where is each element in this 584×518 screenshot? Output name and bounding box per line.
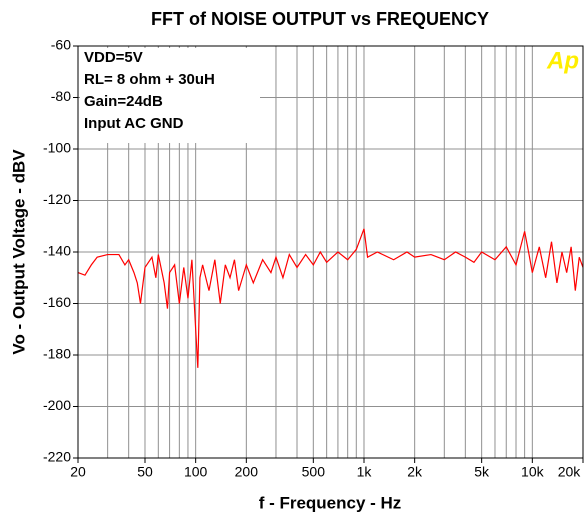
annotation-box xyxy=(80,48,260,143)
y-tick-label: -80 xyxy=(51,88,71,104)
x-tick-label: 10k xyxy=(521,464,545,480)
x-tick-label: 50 xyxy=(137,464,153,480)
y-tick-label: -220 xyxy=(43,449,71,465)
logo: Ap xyxy=(546,47,579,74)
y-tick-label: -180 xyxy=(43,346,71,362)
annotation: Input AC GND xyxy=(84,115,184,132)
y-tick-label: -100 xyxy=(43,140,71,156)
y-axis-title: Vo - Output Voltage - dBV xyxy=(9,149,28,355)
chart-title: FFT of NOISE OUTPUT vs FREQUENCY xyxy=(151,9,489,29)
noise-line xyxy=(77,228,584,368)
x-tick-label: 200 xyxy=(235,464,259,480)
y-tick-label: -120 xyxy=(43,191,71,207)
x-tick-label: 1k xyxy=(357,464,373,480)
y-tick-label: -140 xyxy=(43,243,71,259)
annotation: Gain=24dB xyxy=(84,93,163,110)
y-tick-label: -160 xyxy=(43,294,71,310)
annotation: VDD=5V xyxy=(84,49,143,66)
x-tick-label: 2k xyxy=(407,464,423,480)
x-tick-label: 20k xyxy=(558,464,582,480)
x-axis-title: f - Frequency - Hz xyxy=(259,493,402,512)
x-tick-label: 500 xyxy=(302,464,326,480)
x-tick-label: 20 xyxy=(70,464,86,480)
x-tick-label: 100 xyxy=(184,464,208,480)
plot-border xyxy=(77,45,584,459)
x-tick-label: 5k xyxy=(474,464,490,480)
y-tick-label: -60 xyxy=(51,37,71,53)
y-tick-label: -200 xyxy=(43,397,71,413)
annotation: RL= 8 ohm + 30uH xyxy=(84,71,215,88)
